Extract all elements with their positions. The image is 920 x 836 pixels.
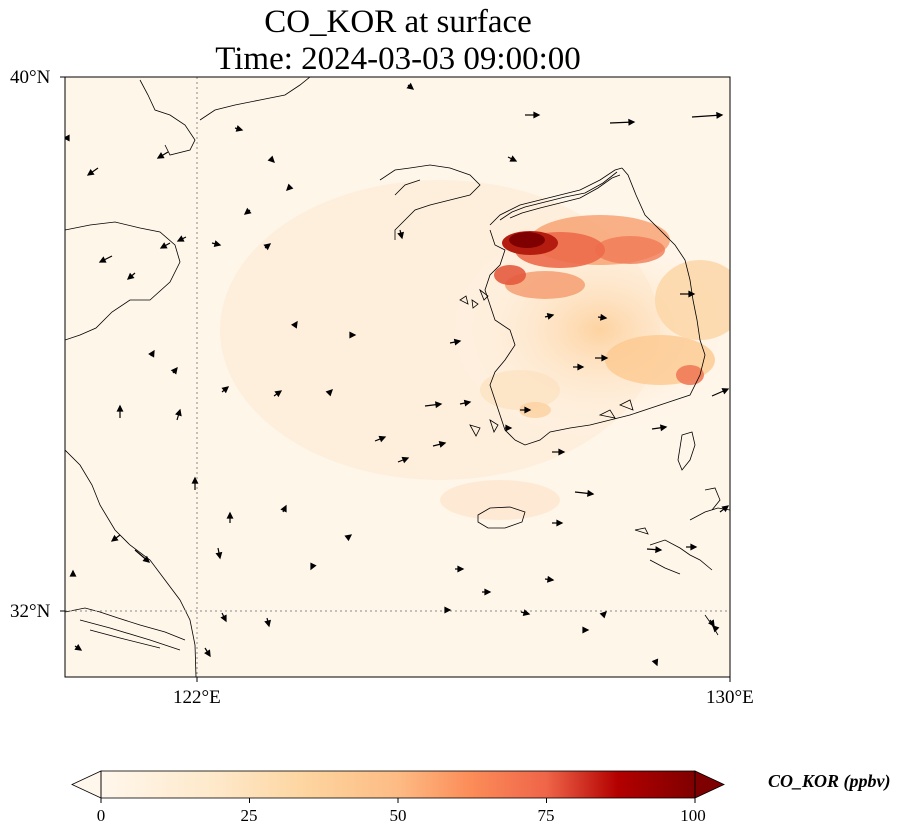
wind-arrow-head bbox=[406, 82, 415, 90]
wind-arrow-head bbox=[712, 625, 720, 633]
wind-arrow-head bbox=[628, 118, 636, 126]
lat-tick-32n: 32°N bbox=[10, 601, 51, 622]
wind-arrow-head bbox=[176, 235, 185, 242]
wind-arrow-head bbox=[191, 476, 199, 484]
wind-arrow-head bbox=[267, 155, 275, 163]
wind-arrow-head bbox=[577, 363, 585, 371]
lon-tick-122e: 122°E bbox=[173, 687, 221, 708]
wind-arrow-head bbox=[159, 242, 168, 249]
wind-arrow-head bbox=[463, 399, 472, 407]
colorbar-tick-0: 0 bbox=[96, 806, 106, 825]
wind-arrow-head bbox=[546, 312, 555, 320]
wind-arrow-head bbox=[74, 644, 83, 651]
wind-arrow-head bbox=[220, 614, 227, 623]
map-area bbox=[65, 77, 730, 677]
colorbar-extend-low bbox=[71, 770, 102, 799]
wind-arrow-head bbox=[291, 320, 298, 329]
wind-arrow-head bbox=[235, 125, 244, 132]
wind-arrow-head bbox=[690, 543, 698, 551]
wind-arrow-head bbox=[86, 168, 95, 176]
wind-arrow-head bbox=[349, 331, 357, 339]
wind-arrow-head bbox=[438, 440, 447, 448]
wind-arrow-head bbox=[221, 386, 230, 394]
wind-arrow-head bbox=[587, 489, 595, 497]
wind-arrow-head bbox=[651, 658, 659, 667]
wind-arrow-head bbox=[204, 649, 211, 658]
wind-arrow-head bbox=[721, 388, 730, 395]
coastlines bbox=[65, 77, 730, 677]
colorbar bbox=[71, 770, 725, 803]
lon-tick-130e: 130°E bbox=[706, 687, 754, 708]
wind-arrow-head bbox=[170, 366, 178, 375]
wind-arrow-head bbox=[444, 606, 452, 614]
wind-arrow-head bbox=[457, 565, 465, 573]
wind-arrow-head bbox=[378, 435, 387, 443]
co-concentration-field bbox=[450, 215, 730, 440]
wind-arrow-head bbox=[435, 401, 443, 409]
wind-arrow-head bbox=[533, 111, 541, 119]
wind-vectors bbox=[65, 82, 730, 667]
wind-arrow-head bbox=[599, 611, 607, 619]
map-frame bbox=[64, 76, 731, 678]
wind-arrow-head bbox=[325, 389, 333, 397]
wind-arrow-head bbox=[156, 152, 165, 159]
wind-arrow-head bbox=[65, 134, 70, 142]
wind-arrow-head bbox=[505, 424, 513, 432]
wind-arrow-head bbox=[582, 626, 590, 634]
wind-arrow-head bbox=[708, 619, 715, 628]
wind-arrow-head bbox=[148, 349, 155, 358]
wind-arrow-head bbox=[215, 551, 223, 560]
wind-arrow-head bbox=[484, 588, 492, 596]
wind-arrow-head bbox=[286, 183, 294, 191]
wind-arrow-head bbox=[274, 390, 283, 398]
wind-arrow-head bbox=[547, 575, 555, 583]
wind-arrow-head bbox=[310, 562, 317, 571]
wind-arrow-head bbox=[659, 424, 668, 432]
colorbar-tick-75: 75 bbox=[537, 806, 555, 825]
wind-arrow-head bbox=[69, 569, 77, 577]
wind-arrow-head bbox=[126, 272, 135, 280]
colorbar-extend-high bbox=[694, 770, 725, 799]
colorbar-label: CO_KOR (ppbv) bbox=[768, 771, 891, 791]
map-title: CO_KOR at surface bbox=[264, 4, 532, 40]
colorbar-tick-25: 25 bbox=[240, 806, 258, 825]
wind-arrow-head bbox=[522, 609, 531, 617]
wind-arrow-head bbox=[263, 243, 272, 251]
colorbar-tick-100: 100 bbox=[680, 806, 706, 825]
wind-arrow-head bbox=[344, 534, 353, 542]
wind-arrow-head bbox=[655, 546, 663, 554]
wind-arrow-head bbox=[98, 256, 107, 263]
wind-arrow-head bbox=[721, 505, 730, 513]
wind-arrow-head bbox=[116, 404, 124, 412]
wind-arrow-head bbox=[264, 619, 272, 628]
colorbar-tick-50: 50 bbox=[389, 806, 407, 825]
lat-tick-40n: 40°N bbox=[10, 67, 51, 88]
colorbar-gradient bbox=[101, 771, 695, 798]
map-subtitle-time: Time: 2024-03-03 09:00:00 bbox=[215, 41, 581, 77]
wind-arrow-head bbox=[280, 504, 287, 513]
wind-arrow-head bbox=[142, 555, 151, 563]
wind-arrow-head bbox=[453, 338, 462, 346]
wind-arrow-head bbox=[601, 354, 609, 362]
wind-arrow-head bbox=[213, 240, 222, 248]
wind-arrow-head bbox=[509, 155, 518, 162]
wind-arrow-head bbox=[558, 448, 566, 456]
wind-arrow-head bbox=[401, 456, 410, 464]
wind-arrow-head bbox=[688, 290, 696, 298]
wind-arrow-head bbox=[600, 313, 608, 321]
wind-arrow-head bbox=[243, 207, 252, 215]
wind-arrow-head bbox=[175, 408, 182, 417]
wind-arrow-head bbox=[524, 406, 532, 414]
wind-arrow-head bbox=[397, 231, 405, 240]
wind-arrow-head bbox=[110, 534, 119, 542]
wind-arrow-head bbox=[716, 111, 724, 119]
wind-arrow-head bbox=[556, 519, 564, 527]
wind-arrow-head bbox=[226, 511, 234, 519]
